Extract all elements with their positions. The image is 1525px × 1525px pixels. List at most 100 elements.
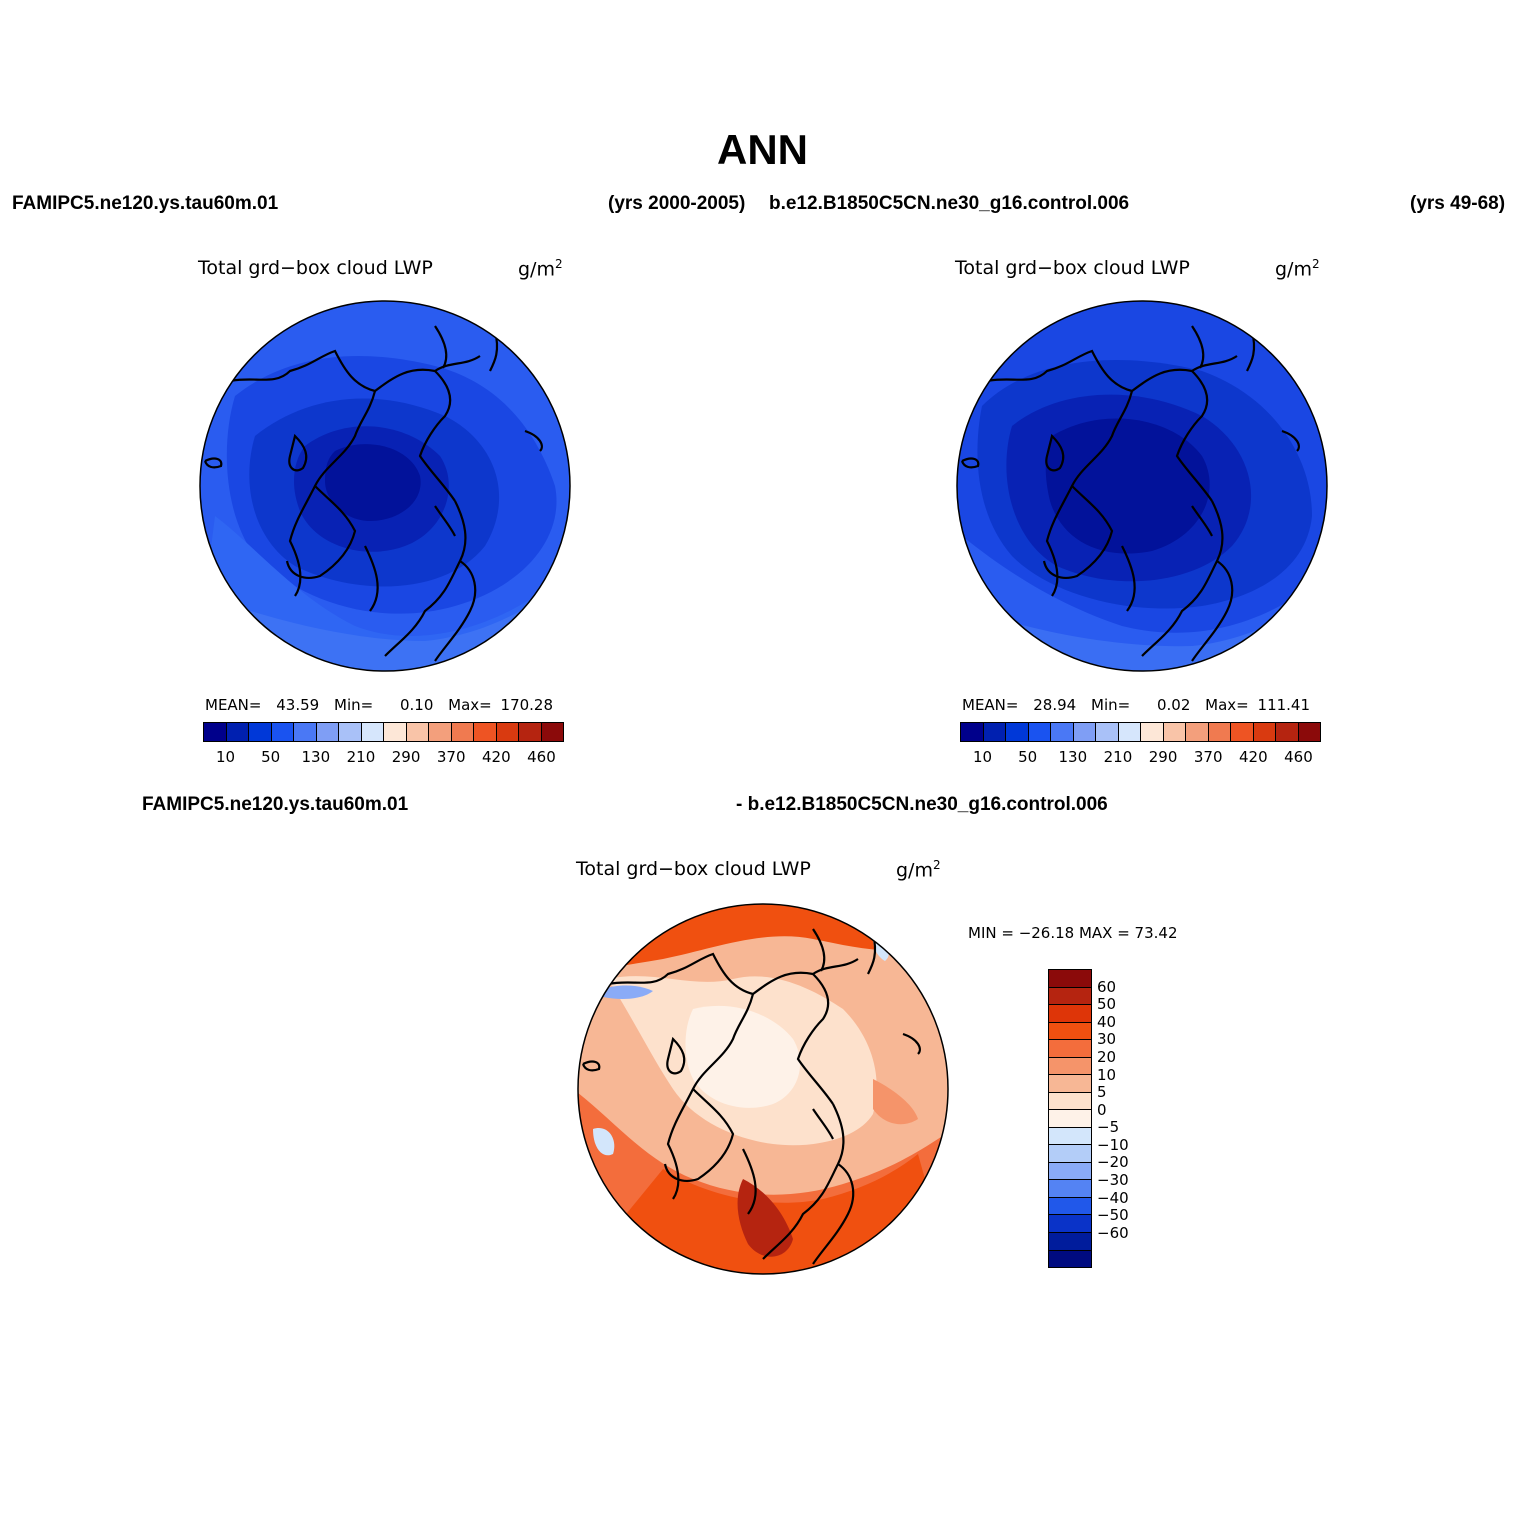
colorbar-tick-label: −30 <box>1097 1171 1129 1190</box>
colorbar-swatch <box>1208 723 1231 741</box>
diff-polar-map <box>577 903 949 1275</box>
colorbar-tick-label: 10 <box>216 748 236 766</box>
left-panel-variable: Total grd−box cloud LWP <box>198 257 433 279</box>
colorbar-tick-label: 210 <box>346 748 376 766</box>
diff-case-a-label: FAMIPC5.ne120.ys.tau60m.01 <box>142 794 409 815</box>
left-units-exp: 2 <box>554 257 563 271</box>
colorbar-swatch <box>1049 1180 1091 1198</box>
left-panel-units: g/m2 <box>518 257 563 280</box>
colorbar-tick-label: 420 <box>481 748 511 766</box>
left-min-value: 0.10 <box>399 696 434 714</box>
colorbar-tick-label: 420 <box>1238 748 1268 766</box>
colorbar-swatch <box>1049 1057 1091 1076</box>
colorbar-swatch <box>406 723 429 741</box>
colorbar-swatch <box>1049 1040 1091 1058</box>
colorbar-tick-label: 290 <box>1148 748 1178 766</box>
colorbar-tick-label: 10 <box>973 748 993 766</box>
colorbar-tick-label: 290 <box>391 748 421 766</box>
colorbar-tick-label: −5 <box>1097 1118 1120 1137</box>
diff-colorbar-ticks: 60 50 40 30 20 10 5 0 −5 −10 −20 −30 −40 −50 −60 <box>1097 969 1157 1268</box>
diff-units-base: g/m <box>896 859 933 882</box>
colorbar-swatch <box>1049 1162 1091 1181</box>
diff-panel-units: g/m2 <box>896 858 941 881</box>
diff-colorbar <box>1048 969 1092 1268</box>
colorbar-swatch <box>1049 970 1091 988</box>
top-right-years-label: (yrs 49-68) <box>1410 193 1506 214</box>
map-fill-core <box>1045 418 1210 554</box>
colorbar-swatch <box>1049 1075 1091 1093</box>
right-panel-units: g/m2 <box>1275 257 1320 280</box>
map-boundary <box>956 300 1328 672</box>
colorbar-tick-label: 5 <box>1097 1083 1107 1102</box>
right-polar-map <box>956 300 1328 672</box>
right-max-label: Max= <box>1205 696 1249 714</box>
colorbar-swatch <box>1231 723 1254 741</box>
left-max-value: 170.28 <box>500 696 554 714</box>
colorbar-tick-label: 40 <box>1097 1012 1117 1031</box>
colorbar-tick-label: 460 <box>1284 748 1313 766</box>
colorbar-swatch <box>541 723 563 741</box>
colorbar-tick-label: 370 <box>436 748 466 766</box>
right-mean-label: MEAN= <box>962 696 1019 714</box>
colorbar-tick-label: 130 <box>301 748 331 766</box>
colorbar-tick-label: 370 <box>1193 748 1223 766</box>
colorbar-tick-label: −50 <box>1097 1206 1129 1225</box>
top-right-case-label: b.e12.B1850C5CN.ne30_g16.control.006 <box>769 193 1130 214</box>
right-stats: MEAN= 28.94 Min= 0.02 Max= 111.41 <box>962 696 1310 714</box>
right-colorbar-ticks: 10 50 130 210 290 370 420 460 <box>954 748 1334 768</box>
coastlines <box>203 325 543 662</box>
colorbar-tick-label: 50 <box>261 748 281 766</box>
colorbar-swatch <box>1096 723 1119 741</box>
colorbar-swatch <box>1049 1197 1091 1216</box>
colorbar-swatch <box>1049 1250 1091 1268</box>
colorbar-swatch <box>961 723 984 741</box>
right-units-base: g/m <box>1275 258 1312 281</box>
right-min-label: Min= <box>1091 696 1131 714</box>
map-fill-band <box>873 1079 918 1125</box>
map-fill-band <box>737 1179 793 1257</box>
colorbar-swatch <box>1049 1232 1091 1251</box>
colorbar-swatch <box>496 723 519 741</box>
map-fill-band <box>593 1128 615 1156</box>
right-max-value: 111.41 <box>1257 696 1311 714</box>
left-max-label: Max= <box>448 696 492 714</box>
map-boundary <box>577 903 949 1275</box>
colorbar-swatch <box>1006 723 1029 741</box>
colorbar-swatch <box>1051 723 1074 741</box>
figure-title: ANN <box>717 126 808 173</box>
right-min-value: 0.02 <box>1156 696 1191 714</box>
colorbar-tick-label: 60 <box>1097 977 1117 996</box>
left-polar-map <box>199 300 571 672</box>
colorbar-swatch <box>429 723 452 741</box>
colorbar-swatch <box>1118 723 1141 741</box>
left-colorbar-ticks: 10 50 130 210 290 370 420 460 <box>197 748 577 768</box>
colorbar-swatch <box>226 723 249 741</box>
colorbar-swatch <box>1049 1215 1091 1233</box>
map-boundary <box>199 300 571 672</box>
right-units-exp: 2 <box>1311 257 1320 271</box>
colorbar-tick-label: 50 <box>1018 748 1038 766</box>
left-stats: MEAN= 43.59 Min= 0.10 Max= 170.28 <box>205 696 553 714</box>
colorbar-swatch <box>1049 1092 1091 1111</box>
colorbar-swatch <box>1276 723 1299 741</box>
diff-units-exp: 2 <box>932 858 941 872</box>
map-fill-core <box>325 444 421 521</box>
colorbar-swatch <box>1049 987 1091 1006</box>
colorbar-tick-label: 130 <box>1058 748 1088 766</box>
colorbar-swatch <box>271 723 294 741</box>
colorbar-tick-label: 460 <box>527 748 556 766</box>
colorbar-tick-label: −10 <box>1097 1135 1129 1154</box>
colorbar-swatch <box>1186 723 1209 741</box>
colorbar-swatch <box>1049 1127 1091 1146</box>
colorbar-tick-label: −40 <box>1097 1188 1129 1207</box>
colorbar-swatch <box>1163 723 1186 741</box>
colorbar-tick-label: 0 <box>1097 1100 1107 1119</box>
diff-minmax-text: MIN = −26.18 MAX = 73.42 <box>968 924 1178 942</box>
colorbar-swatch <box>339 723 362 741</box>
right-colorbar <box>960 722 1321 742</box>
colorbar-swatch <box>451 723 474 741</box>
colorbar-tick-label: 50 <box>1097 995 1117 1014</box>
right-panel-variable: Total grd−box cloud LWP <box>955 257 1190 279</box>
colorbar-tick-label: 20 <box>1097 1047 1117 1066</box>
colorbar-swatch <box>1049 1022 1091 1041</box>
